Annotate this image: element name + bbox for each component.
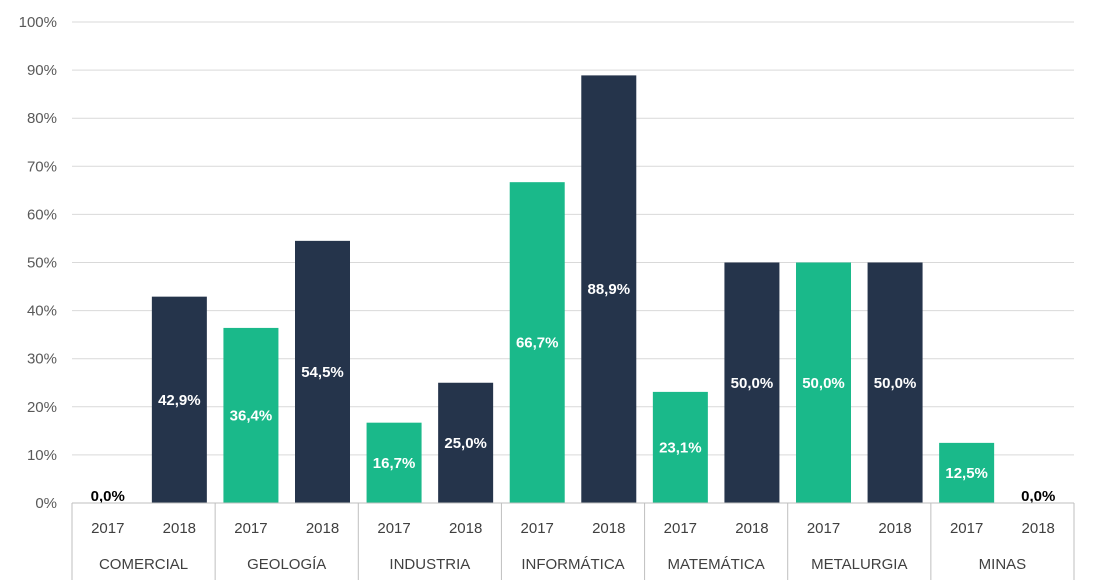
x-tick-label-year: 2018 [592, 520, 625, 537]
x-group-label: METALURGIA [811, 556, 907, 573]
x-group-label: MATEMÁTICA [668, 556, 765, 573]
bar [867, 262, 923, 503]
bar-value-label: 42,9% [158, 392, 201, 409]
x-tick-label-year: 2018 [163, 520, 196, 537]
bar-value-label: 88,9% [588, 281, 631, 298]
bar [939, 442, 995, 503]
x-tick-label-year: 2018 [1022, 520, 1055, 537]
bar-value-label: 66,7% [516, 335, 559, 352]
x-tick-label-year: 2017 [664, 520, 697, 537]
y-axis-tick-labels: 0% 10% 20% 30% 40% 50% 60% 70% 80% 90% 100% [19, 14, 57, 512]
bar [223, 327, 279, 503]
x-tick-label-year: 2017 [91, 520, 124, 537]
x-group-label: GEOLOGÍA [247, 556, 326, 573]
x-tick-label-year: 2018 [306, 520, 339, 537]
x-group-label: INDUSTRIA [389, 556, 470, 573]
y-tick-label: 50% [27, 255, 57, 272]
bar-value-label: 0,0% [1021, 488, 1055, 505]
y-tick-label: 70% [27, 158, 57, 175]
x-tick-label-year: 2018 [449, 520, 482, 537]
x-tick-label-year: 2017 [234, 520, 267, 537]
x-tick-label-year: 2017 [377, 520, 410, 537]
bar-value-labels: 0,0% 42,9% 36,4% 54,5% 16,7% 25,0% 66,7% 88,9% 2… [91, 281, 1056, 505]
bar [509, 182, 565, 503]
bar [151, 296, 207, 503]
bar-value-label: 50,0% [874, 375, 917, 392]
y-tick-label: 80% [27, 110, 57, 127]
x-axis: 2017 2018 2017 2018 2017 2018 2017 2018 2017 2018… [71, 502, 1075, 580]
bar-value-label: 23,1% [659, 439, 702, 456]
bar-value-label: 36,4% [230, 407, 273, 424]
bar-value-label: 25,0% [444, 435, 487, 452]
x-tick-label-year: 2017 [950, 520, 983, 537]
y-tick-label: 100% [19, 14, 57, 31]
y-tick-label: 90% [27, 62, 57, 79]
y-tick-label: 20% [27, 399, 57, 416]
bar-value-label: 12,5% [945, 465, 988, 482]
y-tick-label: 40% [27, 303, 57, 320]
x-group-label: INFORMÁTICA [521, 556, 624, 573]
bar [724, 262, 780, 503]
x-group-label: MINAS [979, 556, 1027, 573]
bar-value-label: 0,0% [91, 488, 125, 505]
bar [295, 240, 350, 504]
bar-value-label: 50,0% [731, 375, 774, 392]
bar [796, 262, 851, 503]
x-tick-label-year: 2017 [807, 520, 840, 537]
x-tick-label-year: 2018 [878, 520, 911, 537]
x-tick-label-year: 2017 [521, 520, 554, 537]
bar [652, 391, 708, 503]
bar [366, 422, 422, 503]
gridlines [72, 21, 1074, 504]
y-tick-label: 0% [35, 495, 57, 512]
bar-value-label: 54,5% [301, 364, 344, 381]
bars [151, 75, 995, 504]
y-tick-label: 60% [27, 206, 57, 223]
x-group-label: COMERCIAL [99, 556, 188, 573]
bar-value-label: 16,7% [373, 455, 416, 472]
x-tick-label-year: 2018 [735, 520, 768, 537]
y-tick-label: 10% [27, 447, 57, 464]
y-tick-label: 30% [27, 351, 57, 368]
bar-value-label: 50,0% [802, 375, 845, 392]
bar [581, 75, 637, 504]
bar [438, 382, 494, 503]
